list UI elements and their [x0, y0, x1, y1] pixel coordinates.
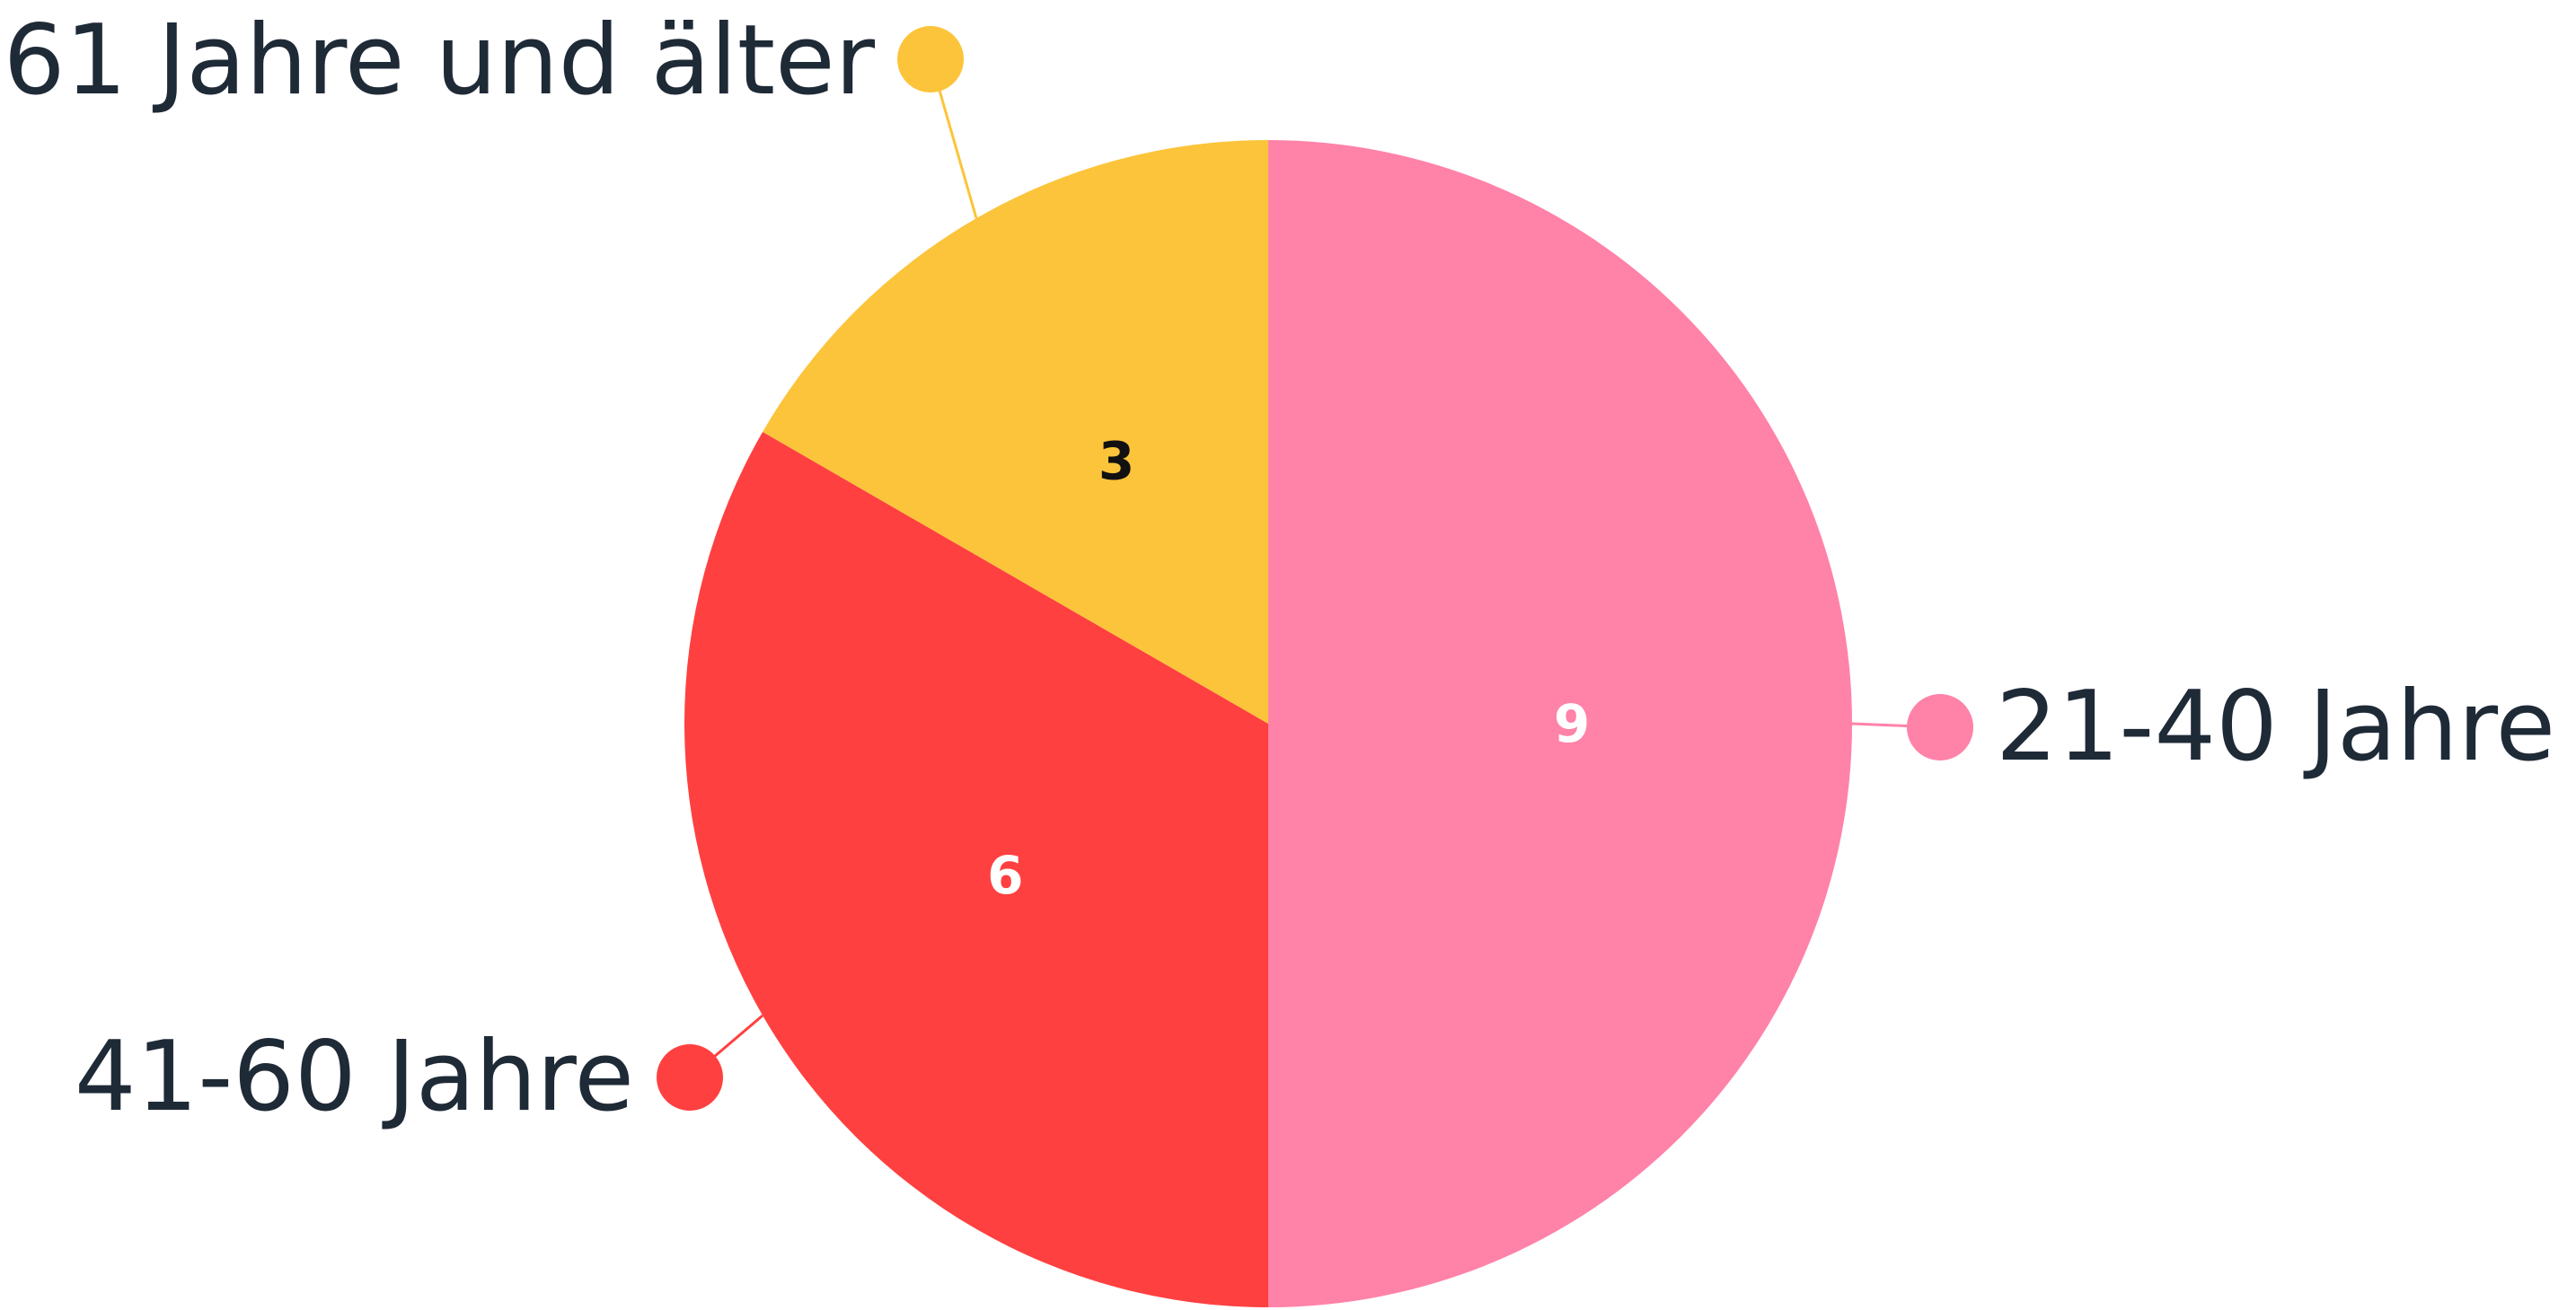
pie-slice[interactable]	[684, 432, 1268, 1307]
slice-value-labels: 9 6 3	[987, 430, 1590, 906]
pie-slice[interactable]	[1268, 140, 1852, 1307]
slice-value-label: 6	[987, 845, 1023, 906]
callout-dot	[897, 26, 964, 92]
slice-callouts: 21-40 Jahre 41-60 Jahre 61 Jahre und älter	[4, 4, 2555, 1133]
pie-slice[interactable]	[763, 140, 1268, 724]
slice-value-label: 3	[1098, 430, 1134, 491]
slice-category-label: 61 Jahre und älter	[4, 4, 876, 117]
callout-dot	[1907, 694, 1973, 761]
slice-category-label: 21-40 Jahre	[1996, 671, 2555, 783]
pie-slices	[684, 140, 1852, 1307]
callout-dot	[657, 1044, 723, 1111]
slice-category-label: 41-60 Jahre	[75, 1021, 634, 1133]
slice-value-label: 9	[1554, 693, 1590, 754]
